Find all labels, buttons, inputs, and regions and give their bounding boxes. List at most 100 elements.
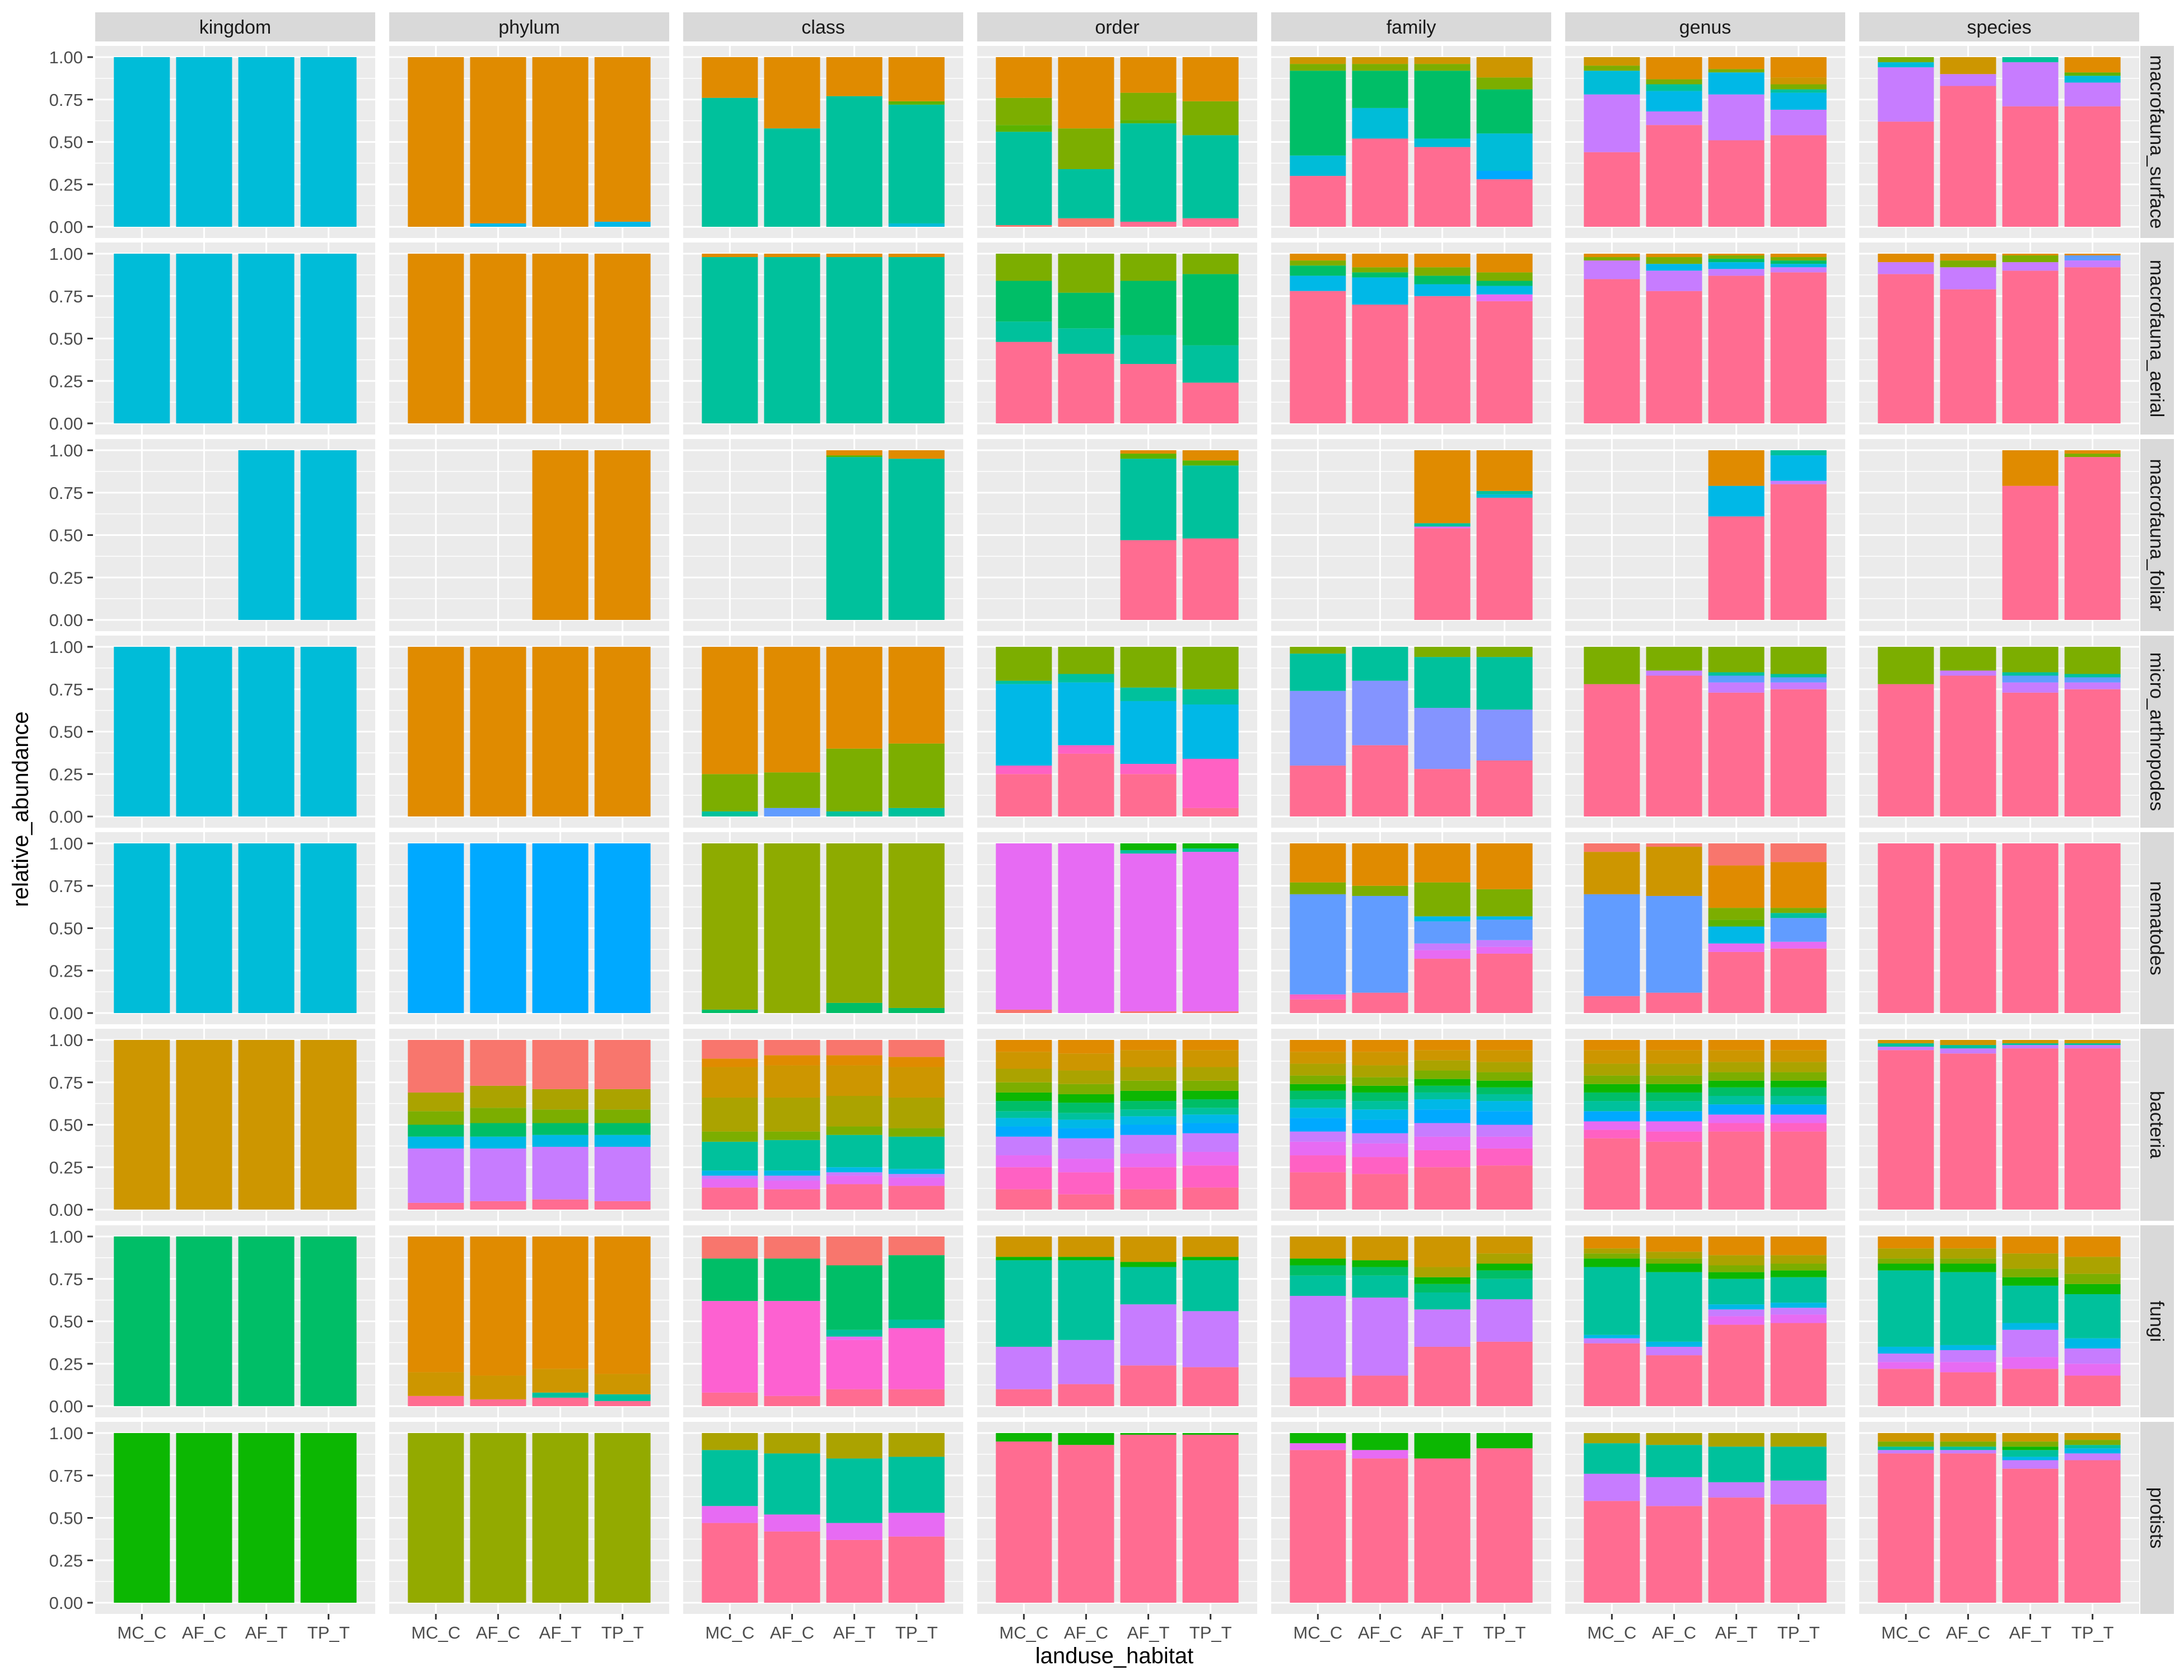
bar-segment <box>2064 76 2121 83</box>
bar-segment <box>1708 920 1765 927</box>
x-tick-label: MC_C <box>999 1623 1048 1642</box>
bar-segment <box>2064 454 2121 458</box>
bar-segment <box>1878 647 1934 684</box>
bar-segment <box>888 1098 945 1128</box>
panel-macrofauna_aerial-class <box>683 242 963 435</box>
bar-segment <box>1182 1080 1239 1091</box>
bar-segment <box>888 57 945 101</box>
col-strip-label: kingdom <box>199 17 272 38</box>
bar-segment <box>300 450 357 620</box>
bar-segment <box>1352 1267 1408 1276</box>
bar-segment <box>764 1531 820 1603</box>
bar-segment <box>1584 1253 1640 1259</box>
bar-segment <box>888 1457 945 1513</box>
panel-protists-genus <box>1565 1422 1845 1614</box>
bar-segment <box>1058 1128 1114 1138</box>
bar-segment <box>594 647 651 816</box>
bar-segment <box>114 1236 170 1406</box>
bar-segment <box>1708 1095 1765 1105</box>
bar-segment <box>1058 1070 1114 1084</box>
bar-segment <box>1290 843 1346 883</box>
bar-segment <box>2064 1257 2121 1274</box>
bar-segment <box>1940 57 1996 74</box>
bar-segment <box>1414 1070 1471 1079</box>
bar-segment <box>2064 267 2121 423</box>
bar-segment <box>1058 353 1114 423</box>
bar-segment <box>1182 758 1239 808</box>
facet-panels <box>95 46 2139 1614</box>
bar-segment <box>1352 277 1408 305</box>
bar-segment <box>2002 1357 2059 1369</box>
bar-segment <box>2002 1253 2059 1269</box>
bar-segment <box>1646 895 1702 993</box>
bar-segment <box>1476 294 1533 301</box>
bar-segment <box>408 1396 464 1406</box>
bar-segment <box>996 843 1052 1010</box>
bar-segment <box>1476 1433 1533 1449</box>
bar-segment <box>826 1458 883 1523</box>
bar-segment <box>1708 72 1765 95</box>
bar-segment <box>1352 1275 1408 1298</box>
bar-segment <box>1646 1050 1702 1064</box>
y-tick-label: 0.00 <box>49 1004 83 1023</box>
bar-segment <box>764 1514 820 1532</box>
bar-segment <box>1476 1080 1533 1088</box>
bar-segment <box>1290 1063 1346 1076</box>
bar-segment <box>1058 1119 1114 1128</box>
bar-segment <box>1646 1341 1702 1347</box>
bar-segment <box>1476 1278 1533 1300</box>
bar-segment <box>996 254 1052 281</box>
bar-segment <box>1878 1043 1934 1047</box>
bar-segment <box>1182 135 1239 218</box>
bar-segment <box>1584 1258 1640 1267</box>
panel-bacteria-kingdom <box>95 1029 375 1221</box>
bar-segment <box>1290 176 1346 227</box>
bar-segment <box>1120 540 1177 620</box>
y-tick-label: 0.50 <box>49 919 83 939</box>
bar-segment <box>1708 865 1765 908</box>
bar-segment <box>1414 450 1471 524</box>
bar-segment <box>702 57 758 98</box>
bar-segment <box>1120 1189 1177 1210</box>
bar-segment <box>1182 689 1239 705</box>
panel-macrofauna_aerial-order <box>977 242 1257 435</box>
bar-segment <box>1646 111 1702 125</box>
bar-segment <box>1770 1308 1827 1315</box>
bar-segment <box>1940 1450 1996 1454</box>
bar-segment <box>1120 1040 1177 1051</box>
bar-segment <box>1770 674 1827 678</box>
bar-segment <box>826 1175 883 1184</box>
bar-segment <box>888 254 945 258</box>
x-tick-label: AF_T <box>1421 1623 1464 1642</box>
bar-segment <box>996 647 1052 681</box>
strip-background <box>1271 12 1551 41</box>
bar-segment <box>996 1155 1052 1168</box>
strip-background <box>2140 439 2174 631</box>
bar-segment <box>1940 1433 1996 1442</box>
bar-segment <box>764 1189 820 1210</box>
bar-segment <box>594 57 651 222</box>
bar-segment <box>2002 1450 2059 1457</box>
bar-segment <box>826 1167 883 1173</box>
bar-segment <box>1708 57 1765 69</box>
bar-segment <box>1646 1477 1702 1506</box>
bar-segment <box>1290 1118 1346 1132</box>
bar-segment <box>888 459 945 620</box>
bar-segment <box>826 1340 883 1389</box>
x-axis: MC_C AF_C AF_T TP_T <box>1881 1614 2114 1642</box>
bar-segment <box>1352 1133 1408 1144</box>
bar-segment <box>1878 1441 1934 1447</box>
bar-segment <box>1120 120 1177 124</box>
bar-segment <box>764 1258 820 1301</box>
bar-segment <box>594 1109 651 1123</box>
bar-segment <box>2064 1048 2121 1210</box>
bar-segment <box>1708 450 1765 486</box>
bar-segment <box>1414 708 1471 769</box>
bar-segment <box>1940 1258 1996 1264</box>
y-tick-label: 0.75 <box>49 483 83 503</box>
bar-segment <box>2002 1323 2059 1330</box>
bar-segment <box>1476 920 1533 940</box>
bar-segment <box>1770 254 1827 258</box>
bar-segment <box>1476 77 1533 90</box>
panel-nematodes-order <box>977 832 1257 1024</box>
